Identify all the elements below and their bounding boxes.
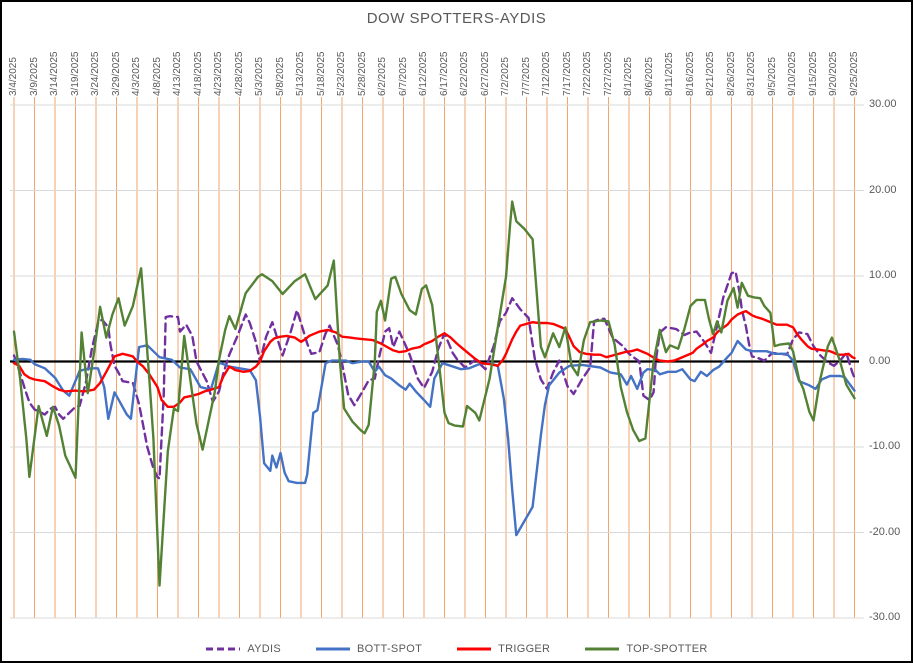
y-axis-label: 20.00: [869, 183, 897, 196]
chart-title: DOW SPOTTERS-AYDIS: [366, 10, 547, 27]
y-axis-label: -20.00: [869, 525, 901, 538]
x-axis-label: 8/6/2025: [643, 57, 655, 96]
legend-item-trigger: TRIGGER: [456, 643, 550, 655]
y-axis-label: -10.00: [869, 440, 901, 452]
x-axis-label: 8/31/2025: [746, 51, 757, 97]
x-axis-label: 8/26/2025: [725, 51, 737, 97]
series-line-aydis: [12, 270, 856, 480]
x-axis-label: 4/13/2025: [172, 51, 183, 97]
x-axis-label: 7/27/2025: [602, 51, 614, 97]
x-axis-label: 4/3/2025: [131, 57, 142, 96]
x-axis-label: 8/21/2025: [705, 51, 716, 97]
legend-item-bott-spot: BOTT-SPOT: [315, 643, 422, 655]
vertical-gridlines: [13, 97, 855, 618]
x-axis-label: 7/7/2025: [520, 57, 532, 96]
x-axis-label: 5/18/2025: [315, 51, 327, 97]
x-axis-label: 8/11/2025: [664, 52, 675, 96]
legend-swatch-trigger: [457, 647, 492, 651]
legend: AYDIS BOTT-SPOT TRIGGER TOP-SPOTTER: [2, 643, 911, 655]
x-axis-label: 6/27/2025: [479, 51, 491, 97]
x-axis-label: 3/9/2025: [28, 57, 40, 96]
x-axis-label: 6/2/2025: [377, 57, 388, 96]
series-lines: [12, 200, 856, 587]
series-line-top-spotter: [12, 200, 856, 587]
legend-item-aydis: AYDIS: [205, 643, 281, 655]
x-axis-label: 4/8/2025: [151, 57, 163, 96]
x-axis-label: 7/17/2025: [561, 51, 573, 97]
x-axis-label: 6/12/2025: [418, 51, 429, 97]
x-axis-label: 3/14/2025: [49, 51, 60, 97]
x-axis-label: 3/29/2025: [110, 51, 122, 97]
legend-swatch-aydis: [206, 647, 241, 651]
x-axis-label: 4/23/2025: [213, 51, 224, 97]
x-axis-label: 7/12/2025: [541, 51, 552, 97]
x-axis-label: 9/25/2025: [848, 51, 860, 97]
legend-swatch-bott-spot: [316, 647, 351, 651]
legend-swatch-top-spotter: [585, 647, 620, 651]
horizontal-gridlines: [10, 104, 864, 619]
x-axis-label: 5/3/2025: [254, 57, 265, 96]
x-axis-label: 6/22/2025: [459, 51, 470, 97]
x-axis-label: 4/18/2025: [192, 51, 204, 97]
legend-label-aydis: AYDIS: [247, 643, 282, 655]
series-line-bott-spot: [12, 339, 856, 537]
x-axis-label: 9/15/2025: [807, 51, 819, 97]
y-axis-label: -30.00: [869, 611, 901, 623]
legend-label-top-spotter: TOP-SPOTTER: [626, 643, 708, 655]
x-axis-label: 8/16/2025: [684, 51, 696, 97]
y-axis-label: 0.00: [869, 354, 891, 367]
y-axis-label: 30.00: [869, 98, 897, 110]
x-axis-label: 3/19/2025: [69, 51, 81, 97]
legend-label-bott-spot: BOTT-SPOT: [357, 643, 423, 655]
x-axis-label: 5/28/2025: [356, 51, 368, 97]
legend-item-top-spotter: TOP-SPOTTER: [584, 643, 707, 655]
x-axis-label: 5/8/2025: [274, 57, 286, 96]
series-line-trigger: [12, 309, 856, 408]
x-axis-label: 7/22/2025: [582, 51, 593, 97]
x-axis-label: 6/7/2025: [397, 57, 409, 96]
x-axis-label: 9/10/2025: [787, 51, 798, 97]
x-axis-label: 5/13/2025: [295, 51, 306, 97]
y-axis-label: 10.00: [869, 269, 897, 281]
x-axis-label: 6/17/2025: [438, 51, 450, 97]
x-axis-label: 5/23/2025: [336, 51, 347, 97]
legend-label-trigger: TRIGGER: [498, 643, 551, 655]
x-axis-label: 4/28/2025: [233, 51, 245, 97]
x-axis-label: 8/1/2025: [623, 57, 634, 96]
x-axis-label: 9/5/2025: [766, 57, 778, 96]
x-axis-label: 3/4/2025: [8, 57, 19, 96]
x-axis-label: 3/24/2025: [90, 51, 101, 97]
x-axis-label: 9/20/2025: [828, 51, 839, 97]
x-axis-label: 7/2/2025: [500, 57, 511, 96]
